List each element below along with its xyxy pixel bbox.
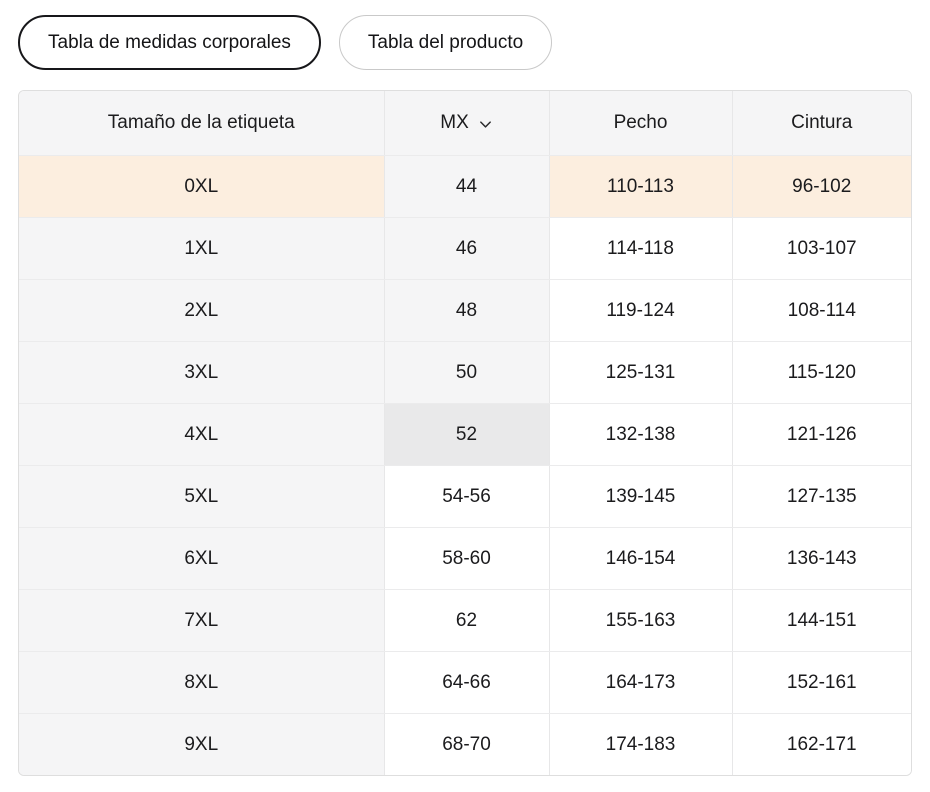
cell-pecho: 125-131 [549,341,733,404]
cell-pecho: 164-173 [549,651,733,714]
cell-mx-size: 44 [384,155,550,218]
cell-pecho: 132-138 [549,403,733,466]
cell-cintura: 152-161 [732,651,911,714]
cell-label-size: 4XL [19,403,385,466]
table-row: 6XL 58-60 146-154 136-143 [19,527,911,590]
cell-mx-size: 62 [384,589,550,652]
cell-label-size: 0XL [19,155,385,218]
column-header-pecho: Pecho [549,91,733,156]
table-row: 0XL 44 110-113 96-102 [19,155,911,218]
cell-pecho: 119-124 [549,279,733,342]
cell-mx-size: 50 [384,341,550,404]
cell-pecho: 155-163 [549,589,733,652]
cell-pecho: 146-154 [549,527,733,590]
size-system-dropdown[interactable]: MX [440,112,493,134]
size-chart-tabs: Tabla de medidas corporales Tabla del pr… [0,0,930,70]
cell-label-size: 1XL [19,217,385,280]
cell-label-size: 3XL [19,341,385,404]
cell-cintura: 127-135 [732,465,911,528]
cell-pecho: 114-118 [549,217,733,280]
cell-mx-size: 48 [384,279,550,342]
cell-cintura: 103-107 [732,217,911,280]
column-header-cintura: Cintura [732,91,911,156]
column-header-label-size: Tamaño de la etiqueta [19,91,385,156]
cell-cintura: 115-120 [732,341,911,404]
cell-mx-size: 46 [384,217,550,280]
cell-pecho: 174-183 [549,713,733,775]
cell-cintura: 121-126 [732,403,911,466]
table-row: 8XL 64-66 164-173 152-161 [19,651,911,714]
table-row: 5XL 54-56 139-145 127-135 [19,465,911,528]
cell-cintura: 162-171 [732,713,911,775]
cell-label-size: 2XL [19,279,385,342]
tab-product-measurements[interactable]: Tabla del producto [338,15,553,70]
cell-label-size: 6XL [19,527,385,590]
cell-cintura: 144-151 [732,589,911,652]
cell-mx-size: 58-60 [384,527,550,590]
cell-mx-size: 68-70 [384,713,550,775]
cell-label-size: 8XL [19,651,385,714]
column-header-size-system: MX [384,91,550,156]
table-row: 4XL 52 132-138 121-126 [19,403,911,466]
cell-label-size: 7XL [19,589,385,652]
cell-cintura: 96-102 [732,155,911,218]
table-row: 3XL 50 125-131 115-120 [19,341,911,404]
cell-mx-size: 54-56 [384,465,550,528]
cell-pecho: 110-113 [549,155,733,218]
cell-label-size: 5XL [19,465,385,528]
size-system-value: MX [440,112,469,133]
cell-mx-size: 64-66 [384,651,550,714]
table-row: 2XL 48 119-124 108-114 [19,279,911,342]
tab-body-measurements[interactable]: Tabla de medidas corporales [18,15,321,70]
chevron-down-icon [479,121,491,128]
cell-mx-size: 52 [384,403,550,466]
table-row: 9XL 68-70 174-183 162-171 [19,713,911,775]
size-table-body: 0XL 44 110-113 96-102 1XL 46 114-118 103-107 2XL… [19,155,911,775]
cell-cintura: 136-143 [732,527,911,590]
table-row: 7XL 62 155-163 144-151 [19,589,911,652]
table-row: 1XL 46 114-118 103-107 [19,217,911,280]
cell-pecho: 139-145 [549,465,733,528]
cell-label-size: 9XL [19,713,385,775]
cell-cintura: 108-114 [732,279,911,342]
table-header-row: Tamaño de la etiqueta MX Pecho Cintura [19,91,911,156]
size-table: Tamaño de la etiqueta MX Pecho Cintura 0… [18,90,912,776]
